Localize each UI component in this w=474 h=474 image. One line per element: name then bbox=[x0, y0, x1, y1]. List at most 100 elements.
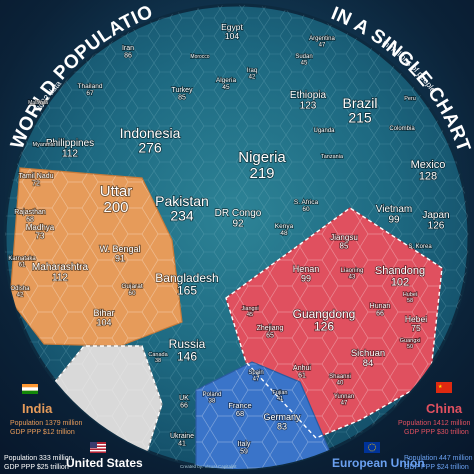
cell-value-guangdong: 126 bbox=[314, 320, 334, 334]
cell-label-shandong: Shandong bbox=[375, 265, 425, 277]
cell-value-turkey: 85 bbox=[178, 94, 186, 101]
cell-label-henan: Henan bbox=[293, 264, 320, 274]
cell-value-spain: 47 bbox=[253, 376, 260, 382]
cell-label-uk: UK bbox=[179, 395, 189, 402]
legend-china: ★ China Population 1412 million GDP PPP … bbox=[398, 382, 470, 436]
cell-label-germany: Germany bbox=[263, 412, 301, 422]
cell-value-karnataka: 61 bbox=[19, 262, 26, 268]
cell-value-fujian: 41 bbox=[277, 396, 283, 402]
cell-label-tanzania: Tanzania bbox=[321, 154, 344, 160]
cell-label-karnataka: Karnataka bbox=[8, 256, 36, 262]
cell-value-liaoning: 43 bbox=[349, 274, 356, 280]
cell-value-japan: 126 bbox=[428, 221, 445, 232]
credit: Created by: Visual Capitalist bbox=[180, 464, 237, 469]
cell-value-tamil-nadu: 72 bbox=[32, 180, 40, 187]
cell-value-germany: 83 bbox=[277, 421, 287, 431]
cell-label-dr-congo: DR Congo bbox=[215, 208, 262, 219]
cell-value-dr-congo: 92 bbox=[232, 219, 244, 230]
cell-value-bangladesh: 165 bbox=[177, 284, 197, 298]
cell-label-gujarat: Gujarat bbox=[121, 283, 143, 290]
cell-value-philippines: 112 bbox=[62, 149, 78, 160]
cell-value-zhejiang: 65 bbox=[266, 332, 274, 339]
cell-label-ukraine: Ukraine bbox=[170, 433, 194, 440]
cell-label-madhya: Madhya bbox=[26, 223, 55, 232]
cell-label-w-bengal: W. Bengal bbox=[99, 244, 140, 254]
legend-india-name: India bbox=[22, 401, 53, 416]
cell-label-myanmar: Myanmar bbox=[33, 142, 56, 148]
cell-label-canada: Canada bbox=[148, 352, 168, 358]
cell-label-shaanxi: Shaanxi bbox=[329, 374, 351, 380]
legend-eu-gdp: GDP PPP $24 trillion bbox=[404, 464, 469, 471]
cell-value-uk: 66 bbox=[180, 402, 188, 409]
legend-usa: United States Population 333 million GDP… bbox=[4, 442, 143, 471]
cell-value-brazil: 215 bbox=[348, 110, 372, 126]
cell-value-nigeria: 219 bbox=[249, 165, 274, 182]
cell-label-algeria: Algeria bbox=[216, 77, 237, 84]
cell-label-tamil-nadu: Tamil Nadu bbox=[18, 173, 53, 180]
legend-eu-pop: Population 447 million bbox=[404, 455, 473, 462]
cell-value-jiangxi: 45 bbox=[247, 312, 253, 318]
cell-label-maharashtra: Maharashtra bbox=[32, 262, 89, 273]
cell-value-s-africa: 60 bbox=[302, 206, 310, 213]
cell-value-mexico: 128 bbox=[419, 171, 437, 183]
cell-label-fujian: Fujian bbox=[273, 390, 288, 396]
cell-label-kenya: Kenya bbox=[275, 223, 294, 230]
legend-eu-name: European Union bbox=[332, 456, 425, 470]
cell-label-italy: Italy bbox=[238, 441, 251, 448]
cell-label-liaoning: Liaoning bbox=[341, 268, 364, 274]
cell-value-ukraine: 41 bbox=[178, 440, 186, 447]
cell-value-rajasthan: 68 bbox=[26, 216, 34, 223]
cell-value-egypt: 104 bbox=[225, 31, 239, 41]
cell-label-uganda: Uganda bbox=[313, 128, 335, 134]
cell-label-philippines: Philippines bbox=[46, 138, 94, 149]
cell-label-anhui: Anhui bbox=[293, 365, 311, 372]
cell-label-mexico: Mexico bbox=[411, 159, 446, 171]
cell-value-ethiopia: 123 bbox=[300, 101, 317, 112]
cell-value-sudan: 45 bbox=[301, 60, 308, 66]
cell-value-madhya: 73 bbox=[36, 231, 45, 240]
cell-value-poland: 38 bbox=[209, 398, 216, 404]
cell-label-sichuan: Sichuan bbox=[351, 348, 385, 359]
cell-label-ethiopia: Ethiopia bbox=[290, 90, 327, 101]
cell-value-yunnan: 47 bbox=[341, 400, 348, 406]
cell-value-algeria: 45 bbox=[222, 84, 230, 91]
cell-label-uttar: Uttar bbox=[100, 183, 133, 200]
cell-label-hunan: Hunan bbox=[370, 303, 391, 310]
cell-label-s-africa: S. Africa bbox=[294, 199, 319, 206]
cell-label-pakistan: Pakistan bbox=[155, 193, 209, 209]
cell-label-yunnan: Yunnan bbox=[334, 394, 354, 400]
cell-value-france: 68 bbox=[236, 409, 244, 418]
cell-label-iraq: Iraq bbox=[247, 68, 257, 74]
cell-value-shandong: 102 bbox=[391, 277, 409, 289]
legend-india: India Population 1379 million GDP PPP $1… bbox=[10, 384, 82, 436]
cell-value-indonesia: 276 bbox=[138, 140, 162, 156]
cell-label-spain: Spain bbox=[248, 370, 263, 376]
cell-label-nigeria: Nigeria bbox=[238, 149, 286, 166]
cell-label-vietnam: Vietnam bbox=[376, 204, 413, 215]
cell-value-w-bengal: 91 bbox=[115, 253, 125, 263]
cell-label-zhejiang: Zhejiang bbox=[257, 325, 284, 332]
cell-label-thailand: Thailand bbox=[78, 83, 103, 90]
cell-value-hebei: 75 bbox=[411, 323, 421, 333]
legend-usa-name: United States bbox=[66, 456, 143, 470]
cell-label-jiangsu: Jiangsu bbox=[330, 233, 358, 242]
cell-value-henan: 99 bbox=[301, 273, 311, 283]
cell-value-hubei: 58 bbox=[407, 298, 413, 304]
cell-label-peru: Peru bbox=[404, 96, 416, 102]
cell-value-shaanxi: 40 bbox=[337, 380, 344, 386]
cell-value-odisha: 42 bbox=[17, 292, 24, 298]
cell-value-argentina: 47 bbox=[319, 42, 326, 48]
cell-value-hunan: 66 bbox=[376, 310, 384, 317]
cell-value-vietnam: 99 bbox=[388, 215, 400, 226]
cell-label-bihar: Bihar bbox=[93, 308, 114, 318]
cell-label-indonesia: Indonesia bbox=[120, 125, 181, 141]
cell-value-pakistan: 234 bbox=[170, 208, 194, 224]
cell-label-iran: Iran bbox=[122, 45, 134, 52]
cell-label-turkey: Turkey bbox=[171, 87, 193, 94]
cell-label-colombia: Colombia bbox=[389, 126, 415, 132]
svg-text:★: ★ bbox=[438, 384, 443, 390]
cell-label-guangdong: Guangdong bbox=[293, 307, 356, 321]
cell-value-iran: 86 bbox=[124, 52, 132, 59]
legend-eu: European Union Population 447 million GD… bbox=[332, 442, 473, 471]
